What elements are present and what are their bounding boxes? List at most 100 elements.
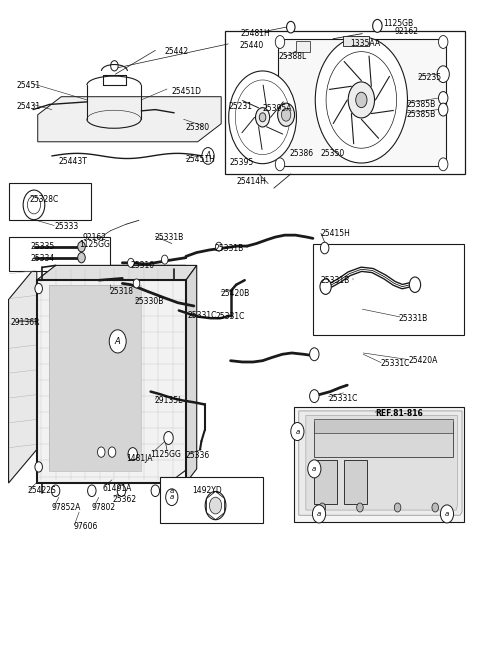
Polygon shape xyxy=(38,97,221,142)
Text: 25331B: 25331B xyxy=(399,314,428,323)
Text: 25395: 25395 xyxy=(229,158,254,167)
Circle shape xyxy=(205,491,226,520)
Circle shape xyxy=(440,505,454,523)
Polygon shape xyxy=(9,265,37,483)
Text: 25334: 25334 xyxy=(31,254,55,263)
Bar xyxy=(277,39,446,166)
Text: 97606: 97606 xyxy=(73,522,97,532)
Text: 92162: 92162 xyxy=(83,233,107,242)
Circle shape xyxy=(166,489,178,506)
Bar xyxy=(345,460,367,504)
Circle shape xyxy=(27,196,40,214)
Text: a: a xyxy=(317,511,321,517)
Text: a: a xyxy=(295,428,300,434)
Circle shape xyxy=(310,348,319,361)
Text: 1492YD: 1492YD xyxy=(192,486,222,495)
Text: 97802: 97802 xyxy=(92,503,116,512)
Circle shape xyxy=(108,447,116,457)
Text: a: a xyxy=(169,494,174,500)
Bar xyxy=(294,407,464,522)
Text: 1125GG: 1125GG xyxy=(151,449,181,459)
Circle shape xyxy=(87,485,96,497)
Circle shape xyxy=(202,148,214,164)
Circle shape xyxy=(23,190,45,219)
Circle shape xyxy=(128,258,134,267)
Circle shape xyxy=(348,82,374,118)
Circle shape xyxy=(51,485,60,497)
Text: 92162: 92162 xyxy=(394,26,418,35)
Text: 25388L: 25388L xyxy=(278,53,307,61)
Circle shape xyxy=(128,447,137,461)
Text: 1125GG: 1125GG xyxy=(79,240,110,249)
Bar xyxy=(9,183,91,220)
Bar xyxy=(313,244,464,335)
Circle shape xyxy=(356,92,367,108)
Text: 25331B: 25331B xyxy=(214,244,243,252)
Circle shape xyxy=(151,485,159,497)
Bar xyxy=(49,284,141,472)
Text: 25385B: 25385B xyxy=(407,110,436,119)
Circle shape xyxy=(310,390,319,403)
Text: 25350: 25350 xyxy=(321,149,345,158)
Text: A: A xyxy=(205,152,211,160)
Text: 25415H: 25415H xyxy=(321,229,351,238)
Bar xyxy=(296,41,310,52)
Circle shape xyxy=(35,283,42,294)
Text: 25420B: 25420B xyxy=(220,288,250,298)
Bar xyxy=(160,476,263,523)
Text: 25422S: 25422S xyxy=(27,486,56,495)
Text: 25451H: 25451H xyxy=(186,155,216,164)
Circle shape xyxy=(78,242,85,252)
Circle shape xyxy=(439,91,448,104)
Bar xyxy=(314,460,337,504)
Circle shape xyxy=(109,330,126,353)
Circle shape xyxy=(320,279,331,294)
Polygon shape xyxy=(37,265,197,281)
Circle shape xyxy=(287,22,295,33)
Circle shape xyxy=(437,66,449,83)
Text: 25362: 25362 xyxy=(112,495,136,504)
Text: 25481H: 25481H xyxy=(241,29,271,38)
Text: 25414H: 25414H xyxy=(236,177,266,186)
Text: 29136R: 29136R xyxy=(11,317,40,327)
Text: 97852A: 97852A xyxy=(52,503,81,512)
Circle shape xyxy=(117,485,126,497)
Circle shape xyxy=(228,71,297,164)
Circle shape xyxy=(326,52,396,148)
Circle shape xyxy=(312,505,325,523)
Polygon shape xyxy=(306,415,457,510)
Text: 61491A: 61491A xyxy=(103,484,132,493)
Circle shape xyxy=(432,503,439,512)
Circle shape xyxy=(216,242,222,251)
Circle shape xyxy=(372,20,382,32)
Circle shape xyxy=(78,252,85,263)
Text: A: A xyxy=(115,337,120,346)
Text: 25331C: 25331C xyxy=(216,313,245,321)
Text: 25310: 25310 xyxy=(131,261,155,270)
Circle shape xyxy=(315,37,408,163)
Circle shape xyxy=(259,113,266,122)
Circle shape xyxy=(35,462,42,472)
Text: a: a xyxy=(445,511,449,517)
Text: 25380: 25380 xyxy=(186,123,210,132)
Circle shape xyxy=(164,432,173,444)
Text: 25385B: 25385B xyxy=(407,100,436,109)
Circle shape xyxy=(357,503,363,512)
Text: a: a xyxy=(312,466,316,472)
Circle shape xyxy=(235,80,290,154)
Text: 25440: 25440 xyxy=(240,41,264,50)
Bar xyxy=(314,419,453,433)
Text: 25451D: 25451D xyxy=(172,87,202,96)
Text: 1335AA: 1335AA xyxy=(350,39,381,49)
Circle shape xyxy=(97,447,105,457)
Text: 25328C: 25328C xyxy=(29,195,59,204)
Text: 25331B: 25331B xyxy=(321,276,350,284)
Text: 25331B: 25331B xyxy=(155,233,184,242)
Text: a: a xyxy=(169,487,174,494)
Circle shape xyxy=(439,35,448,49)
Bar xyxy=(344,36,370,47)
Circle shape xyxy=(275,158,285,171)
Polygon shape xyxy=(299,411,462,515)
Text: 29135L: 29135L xyxy=(155,396,183,405)
Circle shape xyxy=(133,279,140,288)
